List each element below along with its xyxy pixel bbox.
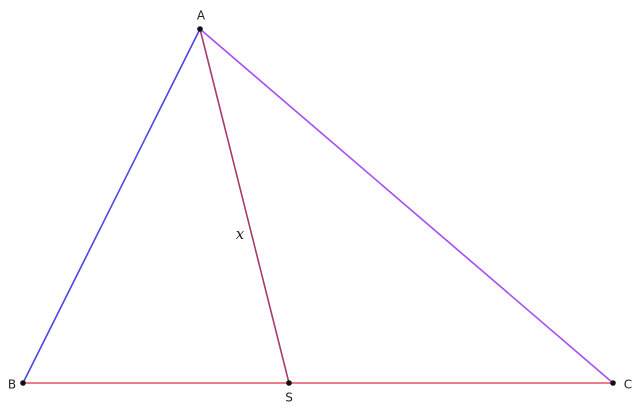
segment-ac	[199, 28, 614, 384]
segment-ab	[22, 28, 201, 384]
point-s	[286, 380, 292, 386]
point-label: S	[285, 391, 293, 405]
point-label: A	[197, 9, 206, 23]
segment-label: x	[236, 225, 245, 243]
point-b	[20, 380, 26, 386]
point-label: C	[624, 378, 632, 392]
point-a	[197, 26, 203, 32]
point-c	[610, 380, 616, 386]
segment-as	[199, 28, 290, 384]
point-label: B	[8, 378, 16, 392]
